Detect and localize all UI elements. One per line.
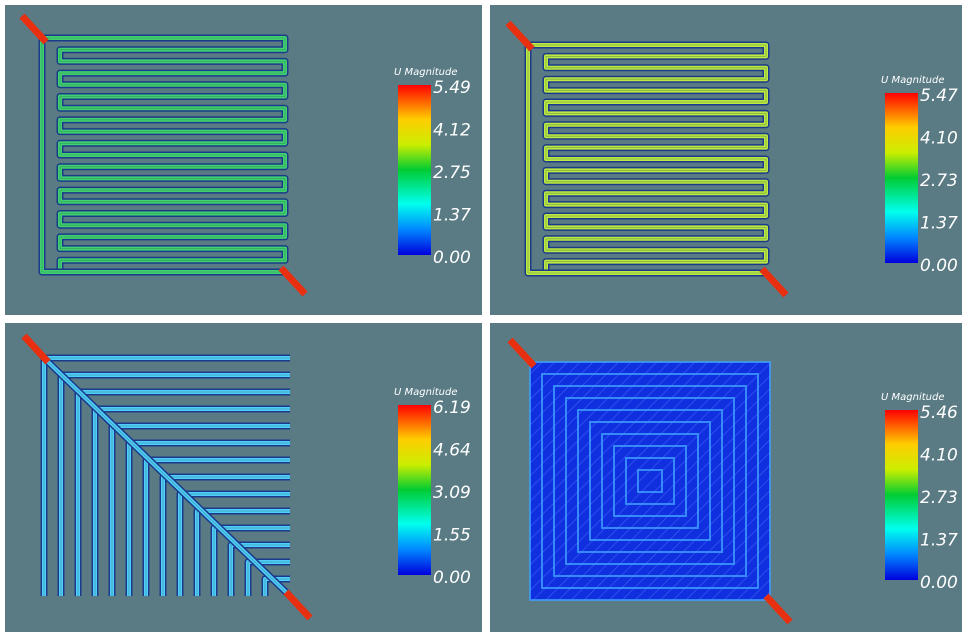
legend-tick-label: 4.12 (433, 121, 471, 141)
legend-tick-label: 4.10 (920, 129, 958, 149)
legend-tick-label: 5.47 (920, 86, 958, 106)
legend-title: U Magnitude (881, 75, 944, 86)
legend-tick-label: 1.55 (433, 526, 471, 546)
legend-tick-label: 0.00 (433, 248, 471, 268)
legend-tick-label: 6.19 (433, 398, 471, 418)
legend-tick-label: 4.10 (920, 446, 958, 466)
legend-tick-label: 0.00 (920, 573, 958, 593)
legend-tick-label: 1.37 (920, 214, 958, 234)
legend-tick-label: 0.00 (920, 256, 958, 276)
legend-tick-label: 1.37 (920, 531, 958, 551)
legend-tick-label: 0.00 (433, 568, 471, 588)
legend-title: U Magnitude (881, 392, 944, 403)
legend-tick-label: 2.73 (920, 488, 958, 508)
colorbar (398, 405, 431, 575)
channel-core (528, 45, 766, 273)
legend-tick-label: 1.37 (433, 206, 471, 226)
legend-title: U Magnitude (394, 387, 457, 398)
legend-tick-label: 5.49 (433, 78, 471, 98)
colorbar (885, 410, 918, 580)
colorbar (398, 85, 431, 255)
legend-title: U Magnitude (394, 67, 457, 78)
legend-tick-label: 5.46 (920, 403, 958, 423)
legend-tick-label: 4.64 (433, 441, 471, 461)
channel-core (42, 38, 285, 272)
colorbar (885, 93, 918, 263)
figure: U Magnitude5.494.122.751.370.00U Magnitu… (0, 0, 964, 637)
legend-tick-label: 2.73 (920, 171, 958, 191)
legend-tick-label: 3.09 (433, 483, 471, 503)
legend-tick-label: 2.75 (433, 163, 471, 183)
